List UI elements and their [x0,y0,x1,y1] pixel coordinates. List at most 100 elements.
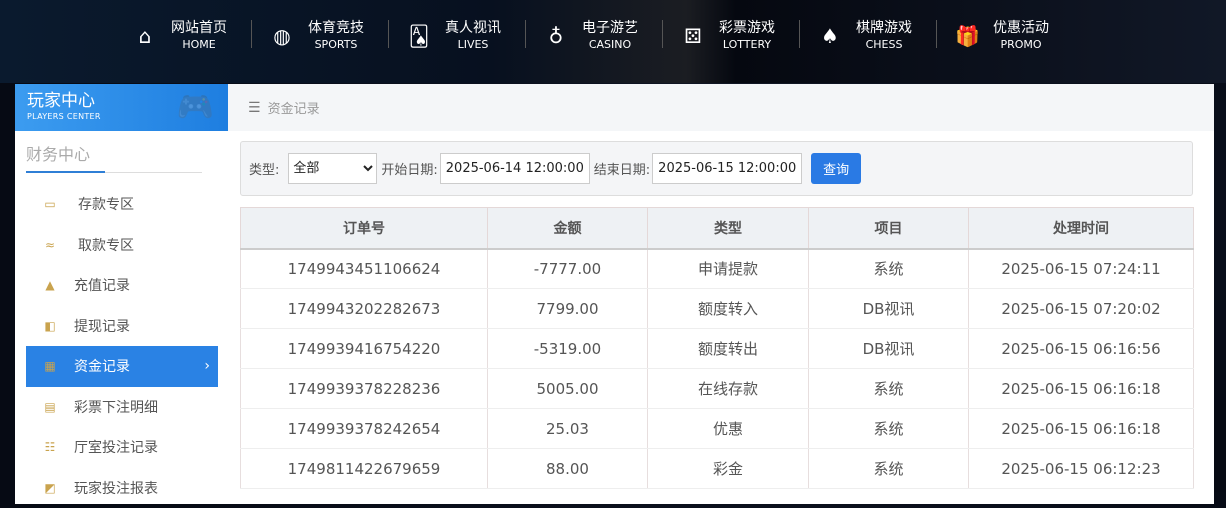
filter-bar: 类型: 全部 开始日期: 结束日期: 查询 [240,141,1193,196]
money-bag-icon: ▲ [42,278,58,292]
nav-label-en: LIVES [445,37,501,53]
nav-label-en: CASINO [582,37,638,53]
nav-label: 体育竞技 [308,19,364,37]
sidebar-item[interactable]: ▤ 彩票下注明细 [26,387,218,428]
column-header: 订单号 [241,208,488,249]
column-header: 金额 [488,208,648,249]
nav-label-en: SPORTS [308,37,364,53]
players-center-header: 玩家中心 PLAYERS CENTER 🎮 [15,84,228,131]
table-cell: 1749939378242654 [241,409,488,449]
table-cell: 2025-06-15 06:16:18 [969,409,1194,449]
gamepad-icon: 🎮 [177,90,214,125]
column-header: 项目 [809,208,969,249]
withdraw-hand-icon: ≈ [42,238,58,252]
sidebar-item[interactable]: ▭ 存款专区 [26,184,218,225]
nav-divider [936,20,937,48]
ticket-icon: ▤ [42,400,58,414]
start-date-input[interactable] [440,153,590,184]
sidebar-item[interactable]: ▦资金记录› [26,346,218,387]
end-date-input[interactable] [652,153,802,184]
dice-icon: ⚄ [681,24,705,48]
nav-label-en: LOTTERY [719,37,775,53]
table-cell: -5319.00 [488,329,648,369]
nav-label: 电子游艺 [582,19,638,37]
sidebar-item[interactable]: ▲ 充值记录 [26,265,218,306]
start-date-label: 开始日期: [381,159,437,178]
sidebar-item-label: 存款专区 [78,194,134,214]
sidebar-item-label: 资金记录 [74,356,130,376]
table-cell: 1749811422679659 [241,449,488,489]
sidebar-item[interactable]: ◧ 提现记录 [26,306,218,347]
table-cell: 1749943451106624 [241,249,488,289]
nav-divider [799,20,800,48]
chart-icon: ◩ [42,481,58,495]
table-cell: 2025-06-15 06:12:23 [969,449,1194,489]
nav-label: 网站首页 [171,19,227,37]
nav-divider [662,20,663,48]
sidebar-item-label: 取款专区 [78,235,134,255]
gift-icon: 🎁 [955,24,979,48]
table-cell: 申请提款 [648,249,809,289]
sidebar-item-label: 厅室投注记录 [74,437,158,457]
main-panel: ☰ 资金记录 类型: 全部 开始日期: 结束日期: 查询 订单号金额类型项目处理… [228,84,1214,504]
sidebar-menu: ▭存款专区≈取款专区▲充值记录◧提现记录▦资金记录›▤彩票下注明细☷厅室投注记录… [26,184,218,508]
table-cell: 额度转入 [648,289,809,329]
nav-divider [388,20,389,48]
funds-icon: ▦ [42,359,58,373]
query-button[interactable]: 查询 [811,153,861,184]
menu-icon: ☰ [248,100,261,116]
table-cell: 88.00 [488,449,648,489]
table-cell: 1749939378228236 [241,369,488,409]
wallet-icon: ◧ [42,319,58,333]
nav-label: 优惠活动 [993,19,1049,37]
deposit-card-icon: ▭ [42,197,58,211]
ball-icon: ◍ [270,24,294,48]
table-cell: 25.03 [488,409,648,449]
table-cell: 额度转出 [648,329,809,369]
table-cell: -7777.00 [488,249,648,289]
spade-icon: ♠ [818,24,842,48]
table-cell: 系统 [809,249,969,289]
column-header: 类型 [648,208,809,249]
table-cell: 7799.00 [488,289,648,329]
sidebar-item-label: 提现记录 [74,316,130,336]
cards-icon: 🂡 [407,24,431,48]
list-icon: ☷ [42,440,58,454]
type-label: 类型: [249,159,279,178]
sidebar-item[interactable]: ◩玩家投注报表 [26,468,218,508]
table-cell: 2025-06-15 07:24:11 [969,249,1194,289]
roulette-icon: ♁ [544,24,568,48]
table-cell: 系统 [809,449,969,489]
type-select[interactable]: 全部 [288,153,377,184]
sidebar-item[interactable]: ≈ 取款专区 [26,225,218,266]
table-cell: DB视讯 [809,329,969,369]
nav-label-en: HOME [171,37,227,53]
sidebar-item-label: 充值记录 [74,275,130,295]
table-cell: 1749939416754220 [241,329,488,369]
table-cell: 5005.00 [488,369,648,409]
table-cell: 2025-06-15 07:20:02 [969,289,1194,329]
sidebar-item-label: 彩票下注明细 [74,397,158,417]
nav-label: 真人视讯 [445,19,501,37]
sidebar-item[interactable]: ☷ 厅室投注记录 [26,427,218,468]
table-cell: 2025-06-15 06:16:56 [969,329,1194,369]
section-title: 财务中心 [26,141,202,173]
table-cell: 系统 [809,409,969,449]
nav-divider [251,20,252,48]
table-cell: 彩金 [648,449,809,489]
table-cell: 在线存款 [648,369,809,409]
